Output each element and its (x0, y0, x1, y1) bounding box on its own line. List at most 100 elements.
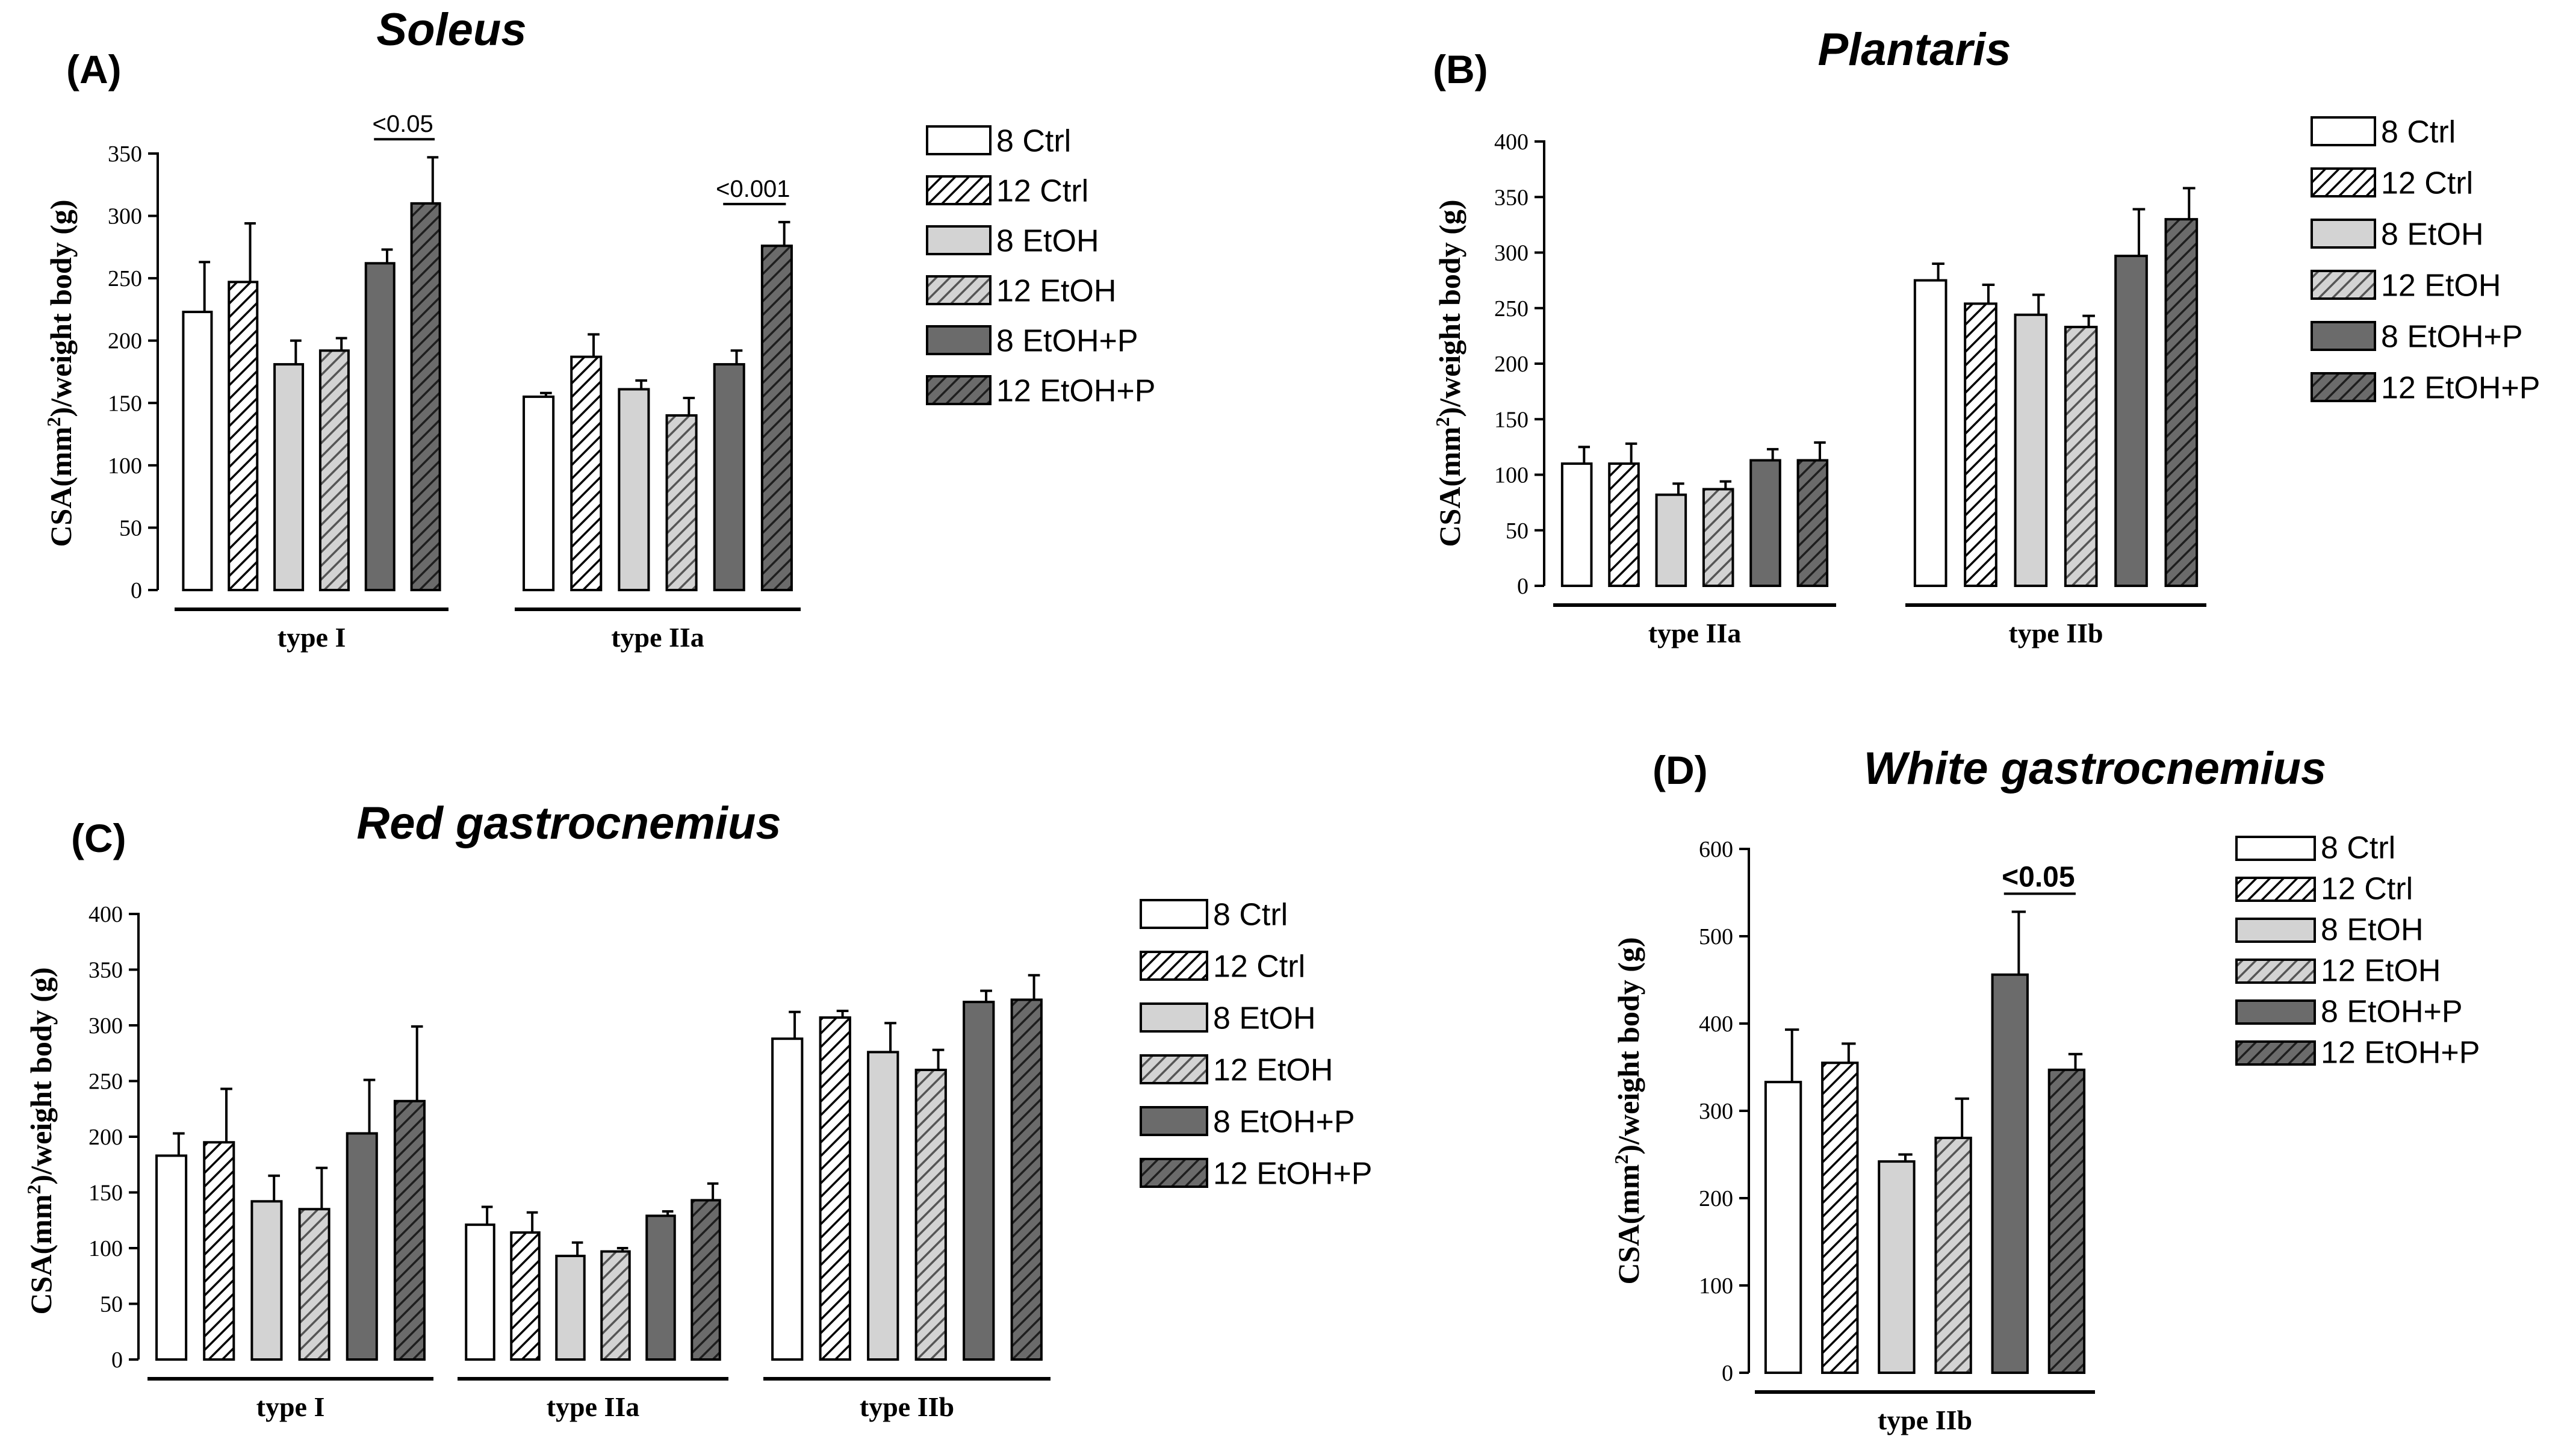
significance-label: <0.05 (373, 111, 433, 137)
y-tick-label: 250 (88, 1069, 123, 1095)
bar-type-iib-8-etoh (867, 1051, 899, 1361)
bar-type-iib-12-ctrl (819, 1016, 851, 1361)
y-axis-label-a: CSA(mm2)/weight body (g) (43, 199, 78, 547)
y-tick-label: 0 (111, 1347, 123, 1373)
bar-type-iia-12-ctrl (1608, 462, 1640, 587)
bars-b: type IIa type IIb (1553, 187, 2206, 648)
bar-type-iia-8-ctrl (1560, 462, 1593, 587)
legend-label-12-etoh: 12 EtOH (2321, 954, 2441, 989)
bar-type-iia-12-etoh (665, 414, 698, 591)
legend-swatch-12-etoh (926, 275, 992, 305)
category-label-type-iia: type IIa (611, 622, 704, 653)
legend-label-12-ctrl: 12 Ctrl (2381, 166, 2473, 201)
category-label-type-i: type I (256, 1391, 325, 1422)
y-tick-label: 100 (1494, 463, 1529, 488)
panel-letter-d: (D) (1653, 748, 1708, 792)
y-tick-label: 300 (1494, 241, 1529, 266)
y-tick-label: 400 (88, 902, 123, 927)
y-tick-label: 300 (1699, 1099, 1733, 1124)
legend-label-12-ctrl: 12 Ctrl (2321, 872, 2413, 907)
legend-swatch-12-etoh (2311, 270, 2376, 300)
category-label-type-iia: type IIa (1648, 618, 1742, 648)
y-tick-label: 0 (1722, 1361, 1733, 1386)
legend-label-8-etoh-p: 8 EtOH+P (996, 324, 1138, 359)
y-ticks-a: 0 50 100 150 200 250 300 350 (108, 141, 159, 603)
legend-label-12-etoh-p: 12 EtOH+P (2321, 1036, 2480, 1071)
legend-label-8-ctrl: 8 Ctrl (2381, 115, 2456, 150)
panel-title-b: Plantaris (1817, 24, 2011, 75)
bar-type-iib-12-etoh-p (2164, 218, 2199, 587)
panel-title-d: White gastrocnemius (1864, 743, 2327, 794)
y-tick-label: 50 (100, 1292, 123, 1317)
legend-label-8-etoh: 8 EtOH (2321, 913, 2424, 948)
bar-type-i-12-ctrl (203, 1141, 235, 1361)
panel-letter-c: (C) (71, 816, 126, 860)
bar-type-iib-12-etoh (914, 1069, 947, 1361)
legend-swatch-12-etoh-p (1140, 1158, 1208, 1188)
panel-title-c: Red gastrocnemius (356, 798, 781, 849)
legend-b: 8 Ctrl 12 Ctrl 8 EtOH 12 EtOH 8 EtOH+P 12 EtO… (2311, 115, 2540, 406)
y-tick-label: 150 (108, 391, 142, 416)
legend-label-8-ctrl: 8 Ctrl (2321, 831, 2395, 866)
legend-swatch-8-ctrl (2311, 116, 2376, 146)
legend-label-12-ctrl: 12 Ctrl (996, 174, 1088, 209)
bar-type-i-8-ctrl (182, 311, 213, 591)
bar-type-iia-8-etoh-p (713, 363, 745, 591)
category-label-type-iib: type IIb (1878, 1405, 1972, 1435)
y-tick-label: 250 (1494, 296, 1529, 322)
legend-swatch-12-ctrl (2311, 167, 2376, 197)
y-tick-label: 150 (1494, 407, 1529, 432)
bar-type-i-12-etoh (318, 349, 350, 591)
panel-c: (C) Red gastrocnemius CSA(mm2)/weight bo… (23, 798, 1372, 1422)
bar-type-i-8-ctrl (155, 1154, 188, 1361)
legend-label-8-etoh: 8 EtOH (996, 224, 1099, 259)
y-tick-label: 350 (1494, 185, 1529, 210)
y-ticks-b: 0 50 100 150 200 250 300 350 400 (1494, 129, 1545, 599)
bar-type-iia-12-etoh-p (760, 244, 793, 591)
legend-swatch-12-etoh-p (926, 375, 992, 405)
legend-swatch-8-etoh (926, 225, 992, 255)
legend-swatch-8-etoh (1140, 1002, 1208, 1033)
category-label-type-iib: type IIb (860, 1391, 954, 1422)
y-tick-label: 400 (1494, 129, 1529, 155)
bar-type-iib-12-etoh (1934, 1136, 1972, 1374)
y-tick-label: 100 (108, 453, 142, 479)
bar-type-iib-8-ctrl (1913, 279, 1948, 587)
y-tick-label: 200 (1699, 1186, 1733, 1211)
legend-swatch-8-ctrl (1140, 899, 1208, 929)
bar-type-iia-8-etoh (1655, 493, 1687, 588)
bar-type-iib-8-ctrl (771, 1037, 804, 1361)
bar-type-i-12-etoh-p (393, 1099, 426, 1361)
annotations-d: <0.05 (2002, 861, 2076, 895)
bar-type-iia-12-etoh-p (1796, 459, 1829, 588)
legend-label-12-etoh-p: 12 EtOH+P (2381, 371, 2540, 406)
y-tick-label: 200 (1494, 352, 1529, 377)
legend-label-12-etoh: 12 EtOH (996, 274, 1116, 309)
y-tick-label: 300 (88, 1013, 123, 1039)
legend-label-12-etoh: 12 EtOH (2381, 269, 2501, 303)
bar-type-iia-12-etoh (600, 1250, 631, 1361)
legend-swatch-8-etoh-p (1140, 1106, 1208, 1136)
legend-d: 8 Ctrl 12 Ctrl 8 EtOH 12 EtOH 8 EtOH+P 12 EtO… (2235, 831, 2480, 1071)
y-tick-label: 50 (119, 515, 142, 541)
y-tick-label: 150 (88, 1181, 123, 1206)
legend-label-8-etoh-p: 8 EtOH+P (2381, 320, 2523, 355)
legend-label-12-etoh-p: 12 EtOH+P (996, 374, 1155, 409)
bar-type-i-8-etoh-p (364, 262, 396, 591)
y-ticks-c: 0 50 100 150 200 250 300 350 400 (88, 902, 140, 1373)
y-ticks-d: 0 100 200 300 400 500 600 (1699, 837, 1750, 1386)
bar-type-i-12-etoh-p (410, 202, 441, 592)
y-axis-label-c: CSA(mm2)/weight body (g) (23, 967, 58, 1314)
bar-type-iia-12-ctrl (570, 355, 603, 592)
bar-type-i-8-etoh (273, 363, 305, 591)
legend-label-12-etoh: 12 EtOH (1213, 1053, 1333, 1088)
legend-c: 8 Ctrl 12 Ctrl 8 EtOH 12 EtOH 8 EtOH+P 12 EtO… (1140, 898, 1372, 1192)
legend-label-12-etoh-p: 12 EtOH+P (1213, 1157, 1372, 1192)
y-tick-label: 100 (1699, 1273, 1733, 1299)
legend-swatch-8-etoh-p (926, 325, 992, 355)
bar-type-iia-12-ctrl (510, 1231, 541, 1361)
panel-b: (B) Plantaris CSA(mm2)/weight body (g) 0… (1432, 24, 2540, 648)
significance-label: <0.05 (2002, 861, 2075, 893)
bar-type-iia-8-ctrl (523, 395, 555, 592)
bar-type-iia-8-ctrl (465, 1223, 495, 1361)
